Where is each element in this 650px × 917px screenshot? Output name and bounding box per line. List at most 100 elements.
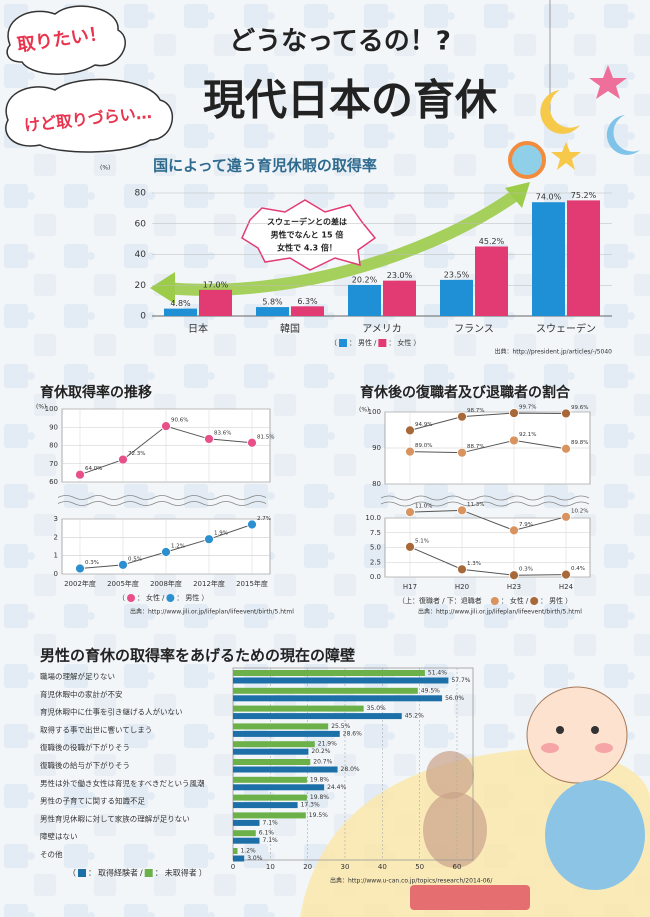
x-tick-label: H17 xyxy=(403,583,417,591)
y-tick-label: 20 xyxy=(135,281,147,291)
x-tick-label: 60 xyxy=(453,863,462,871)
data-label: 24.4% xyxy=(327,784,346,791)
y-tick-label: 60 xyxy=(49,478,58,486)
data-label: 11.0% xyxy=(415,504,432,510)
x-tick-label: H23 xyxy=(507,583,521,591)
data-label: 99.6% xyxy=(571,405,588,411)
decor-star xyxy=(589,65,627,99)
decor-arrow xyxy=(164,187,524,296)
legend-text: / xyxy=(374,339,377,347)
x-tick-label: 30 xyxy=(341,863,350,871)
bar xyxy=(199,289,232,316)
bar xyxy=(233,713,402,720)
legend-text: （ xyxy=(330,339,337,347)
legend-text: 女性 xyxy=(397,338,411,347)
point xyxy=(204,534,214,545)
point xyxy=(457,505,467,516)
data-label: 45.2% xyxy=(479,237,505,246)
data-label: 20.2% xyxy=(352,275,378,284)
data-label: 89.8% xyxy=(571,440,588,446)
bar xyxy=(233,687,418,694)
line xyxy=(409,546,567,576)
x-tick-label: 50 xyxy=(415,863,424,871)
data-label: 45.2% xyxy=(405,713,424,720)
legend-text: 女性 xyxy=(146,593,160,602)
annotation: 女性で 4.3 倍！ xyxy=(277,243,337,253)
category-label: 職場の理解が足りない xyxy=(40,671,115,681)
point xyxy=(457,447,467,458)
x-tick-label: 2012年度 xyxy=(193,579,225,588)
point xyxy=(561,443,571,454)
bar xyxy=(233,748,309,755)
bar xyxy=(233,802,298,809)
data-label: 92.1% xyxy=(519,432,536,438)
y-tick-label: 3 xyxy=(54,515,58,523)
y-tick-label: 1 xyxy=(54,552,58,560)
point xyxy=(204,434,214,444)
decor-star xyxy=(551,142,581,170)
x-tick-label: 2008年度 xyxy=(150,579,182,588)
point xyxy=(247,519,257,530)
data-label: 10.2% xyxy=(571,508,588,514)
legend-text: ： xyxy=(388,339,395,347)
data-label: 0.5% xyxy=(128,556,142,562)
point xyxy=(509,525,519,536)
data-label: 98.7% xyxy=(467,408,484,414)
chart-title: 国によって違う育児休暇の取得率 xyxy=(153,157,377,175)
legend-text: ： xyxy=(137,594,144,602)
data-label: 1.9% xyxy=(214,531,228,537)
x-tick-label: 20 xyxy=(303,863,312,871)
category-label: その他 xyxy=(40,849,63,859)
point xyxy=(118,454,128,465)
legend-swatch xyxy=(339,339,347,347)
point xyxy=(509,435,519,446)
y-tick-label: 90 xyxy=(372,444,381,452)
legend-text: ： xyxy=(155,869,163,878)
category-label: 男性の子育てに関する知識不足 xyxy=(40,796,145,806)
decor-bear xyxy=(426,751,474,799)
bar xyxy=(567,200,600,316)
chart-title: 男性の育休の取得率をあげるための現在の障壁 xyxy=(40,647,355,665)
point xyxy=(405,446,415,457)
data-label: 21.9% xyxy=(318,741,337,748)
data-label: 23.5% xyxy=(444,270,470,279)
data-label: 23.0% xyxy=(387,271,413,280)
legend-text: 女性 xyxy=(510,596,524,605)
data-label: 1.2% xyxy=(171,544,185,550)
axis-break xyxy=(57,501,267,506)
chart-title: 育休取得率の推移 xyxy=(40,384,152,401)
y-tick-label: 100 xyxy=(45,405,58,413)
point xyxy=(457,564,467,575)
decor-baby-body xyxy=(545,780,645,890)
data-label: 75.2% xyxy=(571,191,597,200)
unit-label: (%) xyxy=(100,165,110,172)
y-tick-label: 80 xyxy=(372,480,381,488)
legend-swatch xyxy=(78,869,86,877)
legend-swatch xyxy=(490,597,499,605)
data-label: 64.0% xyxy=(85,466,102,472)
y-tick-label: 90 xyxy=(49,423,58,431)
legend-text: ： xyxy=(540,597,547,605)
x-tick-label: H24 xyxy=(559,583,574,591)
chart-title: 育休後の復職者及び退職者の割合 xyxy=(360,384,571,401)
data-label: 28.6% xyxy=(343,730,362,737)
annotation-box xyxy=(241,199,377,271)
y-tick-label: 40 xyxy=(135,250,147,260)
x-tick-label: アメリカ xyxy=(362,323,402,335)
data-label: 3.0% xyxy=(247,855,263,862)
point xyxy=(561,511,571,522)
y-tick-label: 10.0 xyxy=(365,514,381,522)
bar xyxy=(383,280,416,316)
bar xyxy=(233,855,245,862)
decor-eye xyxy=(591,726,599,734)
category-label: 育児休暇中の家計が不安 xyxy=(40,689,123,699)
data-label: 0.3% xyxy=(85,560,99,566)
point xyxy=(118,559,128,570)
bar xyxy=(532,202,565,316)
legend-text: / xyxy=(526,597,529,605)
y-tick-label: 80 xyxy=(135,189,147,199)
legend-text: ） xyxy=(199,869,207,878)
unit-label: (%) xyxy=(36,404,46,411)
data-label: 7.9% xyxy=(519,522,533,528)
data-label: 99.7% xyxy=(519,405,536,411)
